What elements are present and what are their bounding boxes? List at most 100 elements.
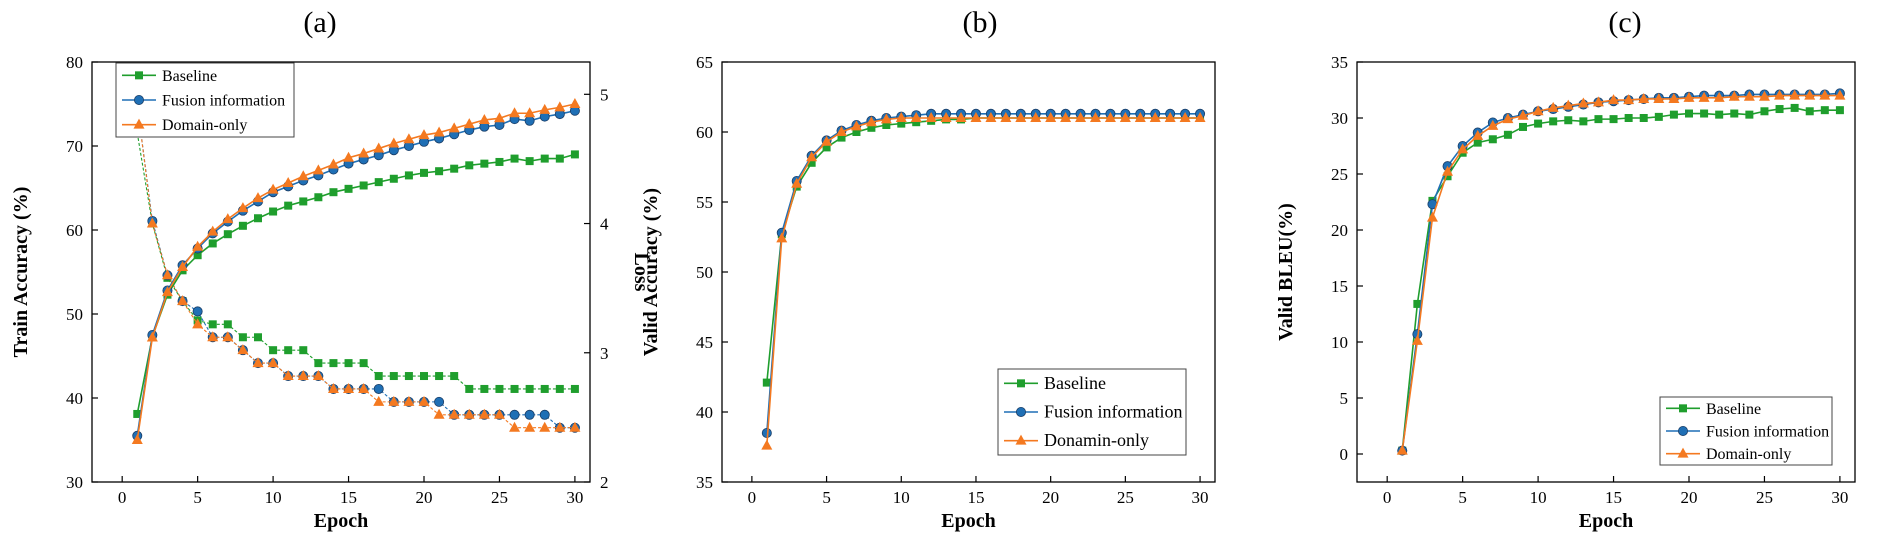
panel-c-data-point [1670, 111, 1678, 119]
panel-c-data-point [1760, 107, 1768, 115]
panel-a-data-point [239, 222, 247, 230]
panel-c-y-tick-label: 35 [1331, 53, 1348, 72]
panel-c-data-point [1427, 212, 1438, 222]
panel-c-x-tick-label: 10 [1530, 488, 1547, 507]
panel-b-x-tick-label: 20 [1042, 488, 1059, 507]
panel-a-y-tick-label: 50 [66, 305, 83, 324]
panel-b-y-tick-label: 45 [696, 333, 713, 352]
panel-a-legend-marker [135, 71, 143, 79]
panel-a-loss-point [299, 346, 307, 354]
panel-a-data-point [254, 214, 262, 222]
panel-b-data-point [761, 440, 772, 450]
panel-b-y-tick-label: 60 [696, 123, 713, 142]
panel-a-x-tick-label: 0 [118, 488, 127, 507]
panel-c-legend-marker [1679, 404, 1687, 412]
panel-a-data-point [253, 192, 264, 202]
panel-a-x-tick-label: 30 [566, 488, 583, 507]
panel-a-data-point [526, 157, 534, 165]
panel-a-loss-line [137, 105, 575, 428]
panel-a-loss-point [525, 410, 534, 419]
panel-a-data-point [511, 155, 519, 163]
panel-a-loss-point [360, 359, 368, 367]
panel-a-loss-point [435, 372, 443, 380]
panel-b-x-tick-label: 0 [748, 488, 757, 507]
panel-a-loss-point [434, 409, 445, 419]
panel-a-y-axis-title: Train Accuracy (%) [10, 187, 32, 358]
panel-a-data-point [299, 197, 307, 205]
panel-a-loss-point [239, 333, 247, 341]
panel-a-data-point [269, 208, 277, 216]
panel-c-data-point [1534, 120, 1542, 128]
panel-c-data-point [1821, 106, 1829, 114]
panel-c-y-tick-label: 20 [1331, 221, 1348, 240]
panel-b-x-tick-label: 25 [1117, 488, 1134, 507]
panel-c-data-point [1730, 110, 1738, 118]
panel-a-loss-point [539, 422, 550, 432]
panel-a-data-point [509, 107, 520, 117]
panel-a-data-point [237, 202, 248, 212]
panel-c-label: (c) [1608, 6, 1641, 39]
panel-c-y-tick-label: 0 [1340, 445, 1349, 464]
panel-c-data-point [1519, 123, 1527, 131]
panel-b-x-tick-label: 10 [893, 488, 910, 507]
panel-a-loss-point [254, 333, 262, 341]
panel-a-data-point [420, 169, 428, 177]
panel-b-legend-label: Fusion information [1044, 402, 1183, 422]
panel-a-y2-tick-label: 3 [600, 344, 609, 363]
panel-a-series-line [137, 154, 575, 414]
panel-c-data-point [1776, 105, 1784, 113]
panel-a-data-point [390, 175, 398, 183]
panel-a-loss-point [524, 422, 535, 432]
panel-a-loss-point [541, 385, 549, 393]
panel-a-loss-point [329, 359, 337, 367]
panel-c-data-point [1549, 117, 1557, 125]
panel-c-x-tick-label: 25 [1756, 488, 1773, 507]
panel-a-series-line [137, 104, 575, 440]
panel-b-label: (b) [963, 6, 998, 39]
panel-a-legend-label: Fusion information [162, 93, 285, 110]
panel-a-data-point [556, 155, 564, 163]
panel-a-loss-point [434, 397, 443, 406]
panel-b-y-tick-label: 50 [696, 263, 713, 282]
panel-b-y-tick-label: 65 [696, 53, 713, 72]
panel-c-data-point [1700, 110, 1708, 118]
panel-c-y-tick-label: 25 [1331, 165, 1348, 184]
panel-a-x-tick-label: 25 [491, 488, 508, 507]
panel-a-legend-marker [134, 95, 143, 104]
panel-a-data-point [224, 230, 232, 238]
panel-a-loss-point [224, 320, 232, 328]
panel-a-loss-point [556, 385, 564, 393]
panel-a-data-point [465, 161, 473, 169]
panel-a-data-point [450, 165, 458, 173]
panel-a-loss-point [314, 359, 322, 367]
panel-a-data-point [284, 202, 292, 210]
panel-a-loss-point [209, 320, 217, 328]
figure: (a) (b) (c) 0 5 10 15 20 25 30304050607080Epoc… [0, 0, 1900, 545]
panel-c-data-point [1791, 104, 1799, 112]
panel-a-legend-label: Domain-only [162, 117, 247, 134]
panel-a-y-tick-label: 40 [66, 389, 83, 408]
panel-c-data-point [1685, 110, 1693, 118]
panel-a-data-point [480, 160, 488, 168]
panel-a-loss-point [345, 359, 353, 367]
panel-c-data-point [1489, 135, 1497, 143]
panel-c-data-point [1579, 117, 1587, 125]
panel-a-series-0 [133, 150, 579, 418]
panel-b-legend-marker [1016, 407, 1025, 416]
panel-c-data-point [1745, 111, 1753, 119]
panel-a-y2-tick-label: 5 [600, 85, 609, 104]
panel-a-data-point [525, 116, 534, 125]
panel-a-y2-tick-label: 4 [600, 215, 609, 234]
panel-c-x-tick-label: 0 [1383, 488, 1392, 507]
panel-c-y-tick-label: 15 [1331, 277, 1348, 296]
panel-a-data-point [495, 158, 503, 166]
panel-b-y-tick-label: 55 [696, 193, 713, 212]
panel-a-loss-series-0 [133, 129, 579, 393]
panel-a-loss-point [509, 422, 520, 432]
panel-a-loss-point [420, 372, 428, 380]
panel-b-y-axis-title: Valid Accuracy (%) [640, 188, 662, 356]
panel-a-data-point [571, 150, 579, 158]
panel-b-legend-marker [1017, 379, 1025, 387]
panel-a-loss-series-1 [133, 100, 580, 432]
panel-c-x-tick-label: 15 [1605, 488, 1622, 507]
